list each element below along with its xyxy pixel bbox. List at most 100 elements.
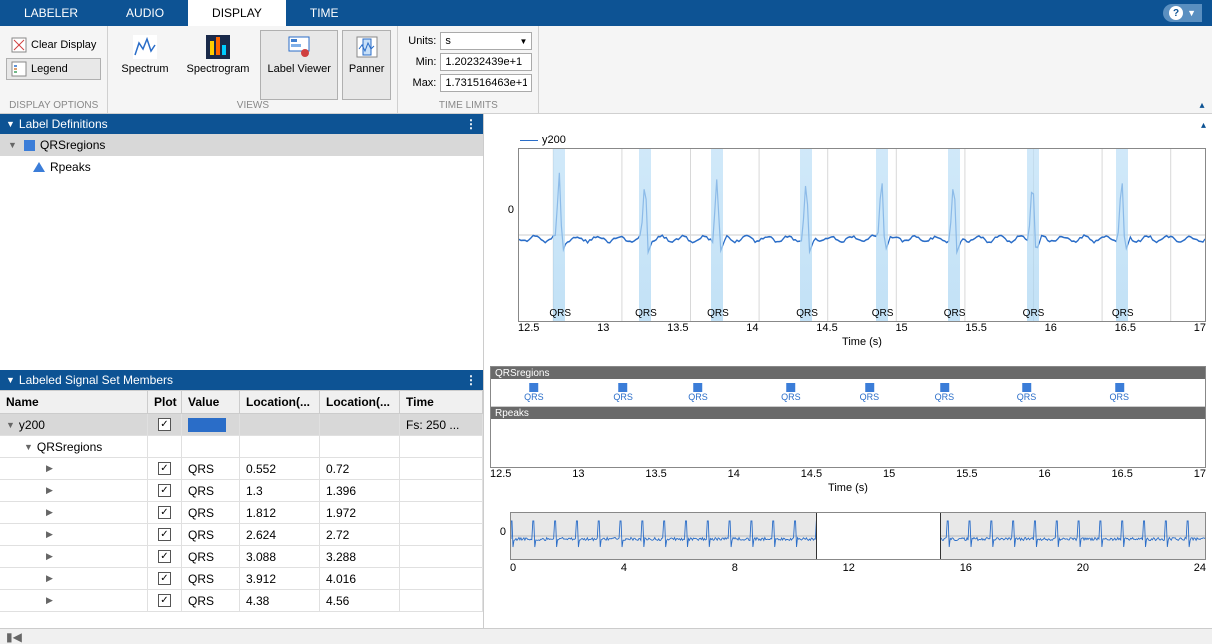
plot-checkbox[interactable]: ✓: [158, 550, 171, 563]
qrs-region[interactable]: [553, 149, 565, 321]
qrs-label: QRS: [635, 308, 657, 319]
tab-labeler[interactable]: LABELER: [0, 0, 102, 26]
table-row[interactable]: ▶✓QRS2.6242.72: [0, 524, 483, 546]
label-viewer-panel: QRSregions QRS QRS QRS QRS QRS QRS QRS QRS Rpea…: [490, 366, 1206, 468]
table-row[interactable]: ▼QRSregions: [0, 436, 483, 458]
region-xaxis: 12.51313.51414.51515.51616.517 Time (s): [490, 468, 1206, 504]
units-select[interactable]: s▼: [440, 32, 532, 50]
col-plot[interactable]: Plot: [148, 391, 182, 413]
help-button[interactable]: ? ▼: [1163, 4, 1202, 22]
collapse-toolstrip[interactable]: ▴: [1192, 26, 1212, 113]
spectrogram-button[interactable]: Spectrogram: [180, 30, 257, 100]
max-input[interactable]: [440, 74, 532, 92]
table-row[interactable]: ▶✓QRS3.9124.016: [0, 568, 483, 590]
prev-icon[interactable]: ▮◀: [6, 630, 22, 644]
qrs-label: QRS: [1112, 308, 1134, 319]
help-icon: ?: [1169, 6, 1183, 20]
col-time[interactable]: Time: [400, 391, 483, 413]
table-row[interactable]: ▶✓QRS1.8121.972: [0, 502, 483, 524]
region-marker[interactable]: QRS: [613, 383, 633, 402]
plot-checkbox[interactable]: ✓: [158, 484, 171, 497]
region-marker[interactable]: QRS: [935, 383, 955, 402]
qrs-region[interactable]: [639, 149, 651, 321]
qrs-region[interactable]: [1116, 149, 1128, 321]
legend-button[interactable]: Legend: [6, 58, 101, 80]
triangle-icon: [32, 160, 46, 174]
qrs-label: QRS: [796, 308, 818, 319]
chart-xaxis: 12.51313.51414.51515.51616.517 Time (s): [490, 322, 1206, 358]
qrs-region[interactable]: [711, 149, 723, 321]
spectrogram-icon: [206, 35, 230, 59]
rpeaks-bar[interactable]: Rpeaks: [491, 407, 1205, 419]
plot-checkbox[interactable]: ✓: [158, 462, 171, 475]
group-label-time-limits: TIME LIMITS: [404, 100, 532, 111]
qrs-region[interactable]: [876, 149, 888, 321]
tab-display[interactable]: DISPLAY: [188, 0, 286, 26]
col-loc1[interactable]: Location(...: [240, 391, 320, 413]
plot-checkbox[interactable]: ✓: [158, 528, 171, 541]
spectrum-icon: [133, 35, 157, 59]
label-definitions-header[interactable]: ▼ Label Definitions ⋮: [0, 114, 483, 134]
table-row[interactable]: ▶✓QRS0.5520.72: [0, 458, 483, 480]
panner-xaxis: 04812162024: [490, 560, 1206, 576]
tree-item-rpeaks[interactable]: Rpeaks: [0, 156, 483, 178]
clear-display-button[interactable]: Clear Display: [6, 34, 101, 56]
region-marker[interactable]: QRS: [688, 383, 708, 402]
col-loc2[interactable]: Location(...: [320, 391, 400, 413]
plot-checkbox[interactable]: ✓: [158, 594, 171, 607]
qrs-region[interactable]: [948, 149, 960, 321]
tab-time[interactable]: TIME: [286, 0, 363, 26]
spectrum-button[interactable]: Spectrum: [114, 30, 175, 100]
panner-icon: [355, 35, 379, 59]
tab-audio[interactable]: AUDIO: [102, 0, 188, 26]
table-row[interactable]: ▶✓QRS4.384.56: [0, 590, 483, 612]
main-tabbar: LABELER AUDIO DISPLAY TIME ? ▼: [0, 0, 1212, 26]
panner-ytick: 0: [490, 526, 506, 538]
region-marker[interactable]: QRS: [1110, 383, 1130, 402]
qrs-label: QRS: [944, 308, 966, 319]
status-bar: ▮◀: [0, 628, 1212, 644]
label-viewer-icon: [287, 35, 311, 59]
panner-strip[interactable]: [510, 512, 1206, 560]
label-defs-menu[interactable]: ⋮: [465, 117, 477, 131]
panner-button[interactable]: Panner: [342, 30, 391, 100]
qrsregions-bar[interactable]: QRSregions: [491, 367, 1205, 379]
max-label: Max:: [404, 77, 436, 89]
table-row[interactable]: ▼y200✓Fs: 250 ...: [0, 414, 483, 436]
qrs-label: QRS: [707, 308, 729, 319]
plot-checkbox[interactable]: ✓: [158, 418, 171, 431]
label-definitions-tree: ▼ QRSregions Rpeaks: [0, 134, 483, 370]
qrs-label: QRS: [549, 308, 571, 319]
members-table-header: Name Plot Value Location(... Location(..…: [0, 390, 483, 414]
toolstrip: Clear Display Legend DISPLAY OPTIONS Spe…: [0, 26, 1212, 114]
col-name[interactable]: Name: [0, 391, 148, 413]
qrsregions-track[interactable]: QRS QRS QRS QRS QRS QRS QRS QRS: [491, 379, 1205, 407]
region-marker[interactable]: QRS: [1017, 383, 1037, 402]
qrs-region[interactable]: [1027, 149, 1039, 321]
col-value[interactable]: Value: [182, 391, 240, 413]
square-icon: [22, 138, 36, 152]
qrs-region[interactable]: [800, 149, 812, 321]
plot-checkbox[interactable]: ✓: [158, 506, 171, 519]
members-table-body: ▼y200✓Fs: 250 ...▼QRSregions▶✓QRS0.5520.…: [0, 414, 483, 628]
label-viewer-button[interactable]: Label Viewer: [260, 30, 337, 100]
table-row[interactable]: ▶✓QRS1.31.396: [0, 480, 483, 502]
chart-legend: y200: [490, 132, 1206, 148]
members-menu[interactable]: ⋮: [465, 373, 477, 387]
qrs-label: QRS: [1023, 308, 1045, 319]
region-marker[interactable]: QRS: [524, 383, 544, 402]
right-panel-collapse[interactable]: ▴: [490, 118, 1206, 132]
min-label: Min:: [404, 56, 436, 68]
group-label-display-options: DISPLAY OPTIONS: [6, 100, 101, 111]
panner-window[interactable]: [816, 513, 941, 559]
tree-item-qrsregions[interactable]: ▼ QRSregions: [0, 134, 483, 156]
signal-chart[interactable]: 0 QRSQRSQRSQRSQRSQRSQRSQRS: [490, 148, 1206, 322]
table-row[interactable]: ▶✓QRS3.0883.288: [0, 546, 483, 568]
plot-checkbox[interactable]: ✓: [158, 572, 171, 585]
group-label-views: VIEWS: [114, 100, 391, 111]
members-header[interactable]: ▼ Labeled Signal Set Members ⋮: [0, 370, 483, 390]
region-marker[interactable]: QRS: [860, 383, 880, 402]
min-input[interactable]: [440, 53, 532, 71]
region-marker[interactable]: QRS: [781, 383, 801, 402]
rpeaks-track[interactable]: [491, 419, 1205, 467]
